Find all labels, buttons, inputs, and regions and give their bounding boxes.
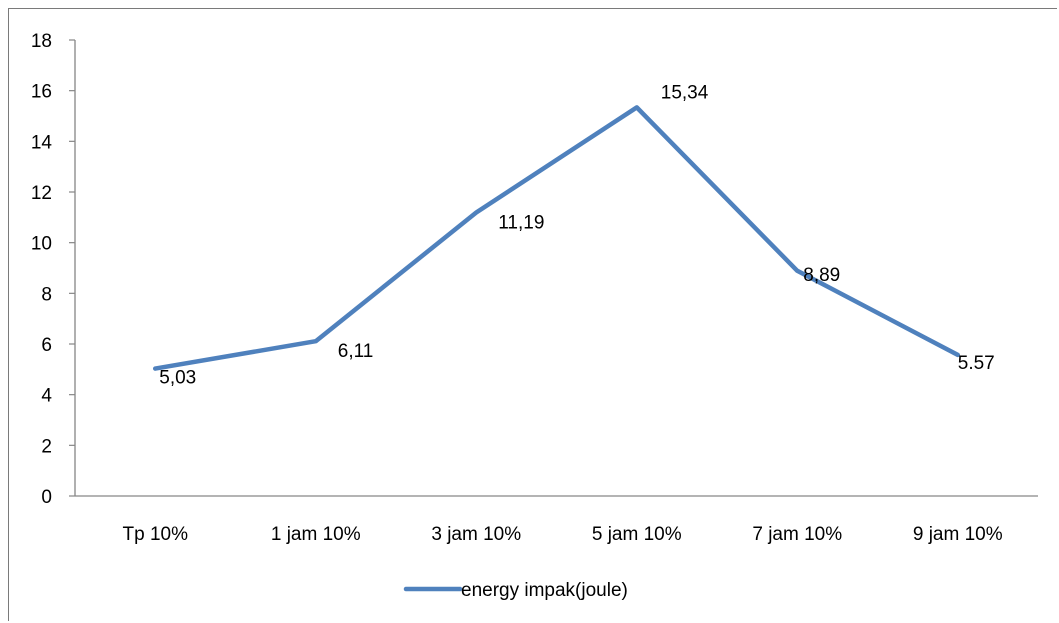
series-lines	[153, 105, 960, 371]
x-tick-label: 1 jam 10%	[271, 524, 361, 545]
y-tick-label: 8	[41, 284, 52, 305]
y-tick-label: 18	[31, 31, 52, 52]
x-tick-label: 7 jam 10%	[752, 524, 842, 545]
data-label: 8,89	[803, 265, 840, 286]
x-axis-ticks: Tp 10% 1 jam 10% 3 jam 10% 5 jam 10% 7 jam 1…	[123, 524, 1003, 545]
y-tick-label: 4	[41, 386, 52, 407]
data-labels: 5,03 6,11 11,19 15,34 8,89 5.57	[159, 82, 994, 388]
y-tick-label: 6	[41, 335, 52, 356]
data-label: 15,34	[661, 82, 709, 103]
x-tick-label: 3 jam 10%	[431, 524, 521, 545]
axes	[74, 40, 1038, 497]
x-tick-label: 9 jam 10%	[913, 524, 1003, 545]
series-line	[153, 105, 960, 371]
x-tick-label: Tp 10%	[123, 524, 189, 545]
data-label: 6,11	[338, 341, 374, 362]
y-tick-label: 16	[31, 82, 52, 103]
chart-frame	[8, 8, 1057, 621]
x-tick-label: 5 jam 10%	[592, 524, 682, 545]
data-label: 5,03	[159, 368, 196, 389]
y-tick-label: 2	[41, 436, 52, 457]
legend-label: energy impak(joule)	[461, 580, 628, 601]
y-axis-ticks: 0 2 4 6 8 10 12 14 16 18	[31, 31, 75, 508]
data-label: 11,19	[498, 213, 544, 234]
y-tick-label: 12	[31, 183, 52, 204]
legend: energy impak(joule)	[403, 580, 628, 601]
y-tick-label: 10	[31, 234, 52, 255]
data-label: 5.57	[958, 353, 995, 374]
y-tick-label: 0	[41, 487, 52, 508]
y-tick-label: 14	[31, 132, 53, 153]
